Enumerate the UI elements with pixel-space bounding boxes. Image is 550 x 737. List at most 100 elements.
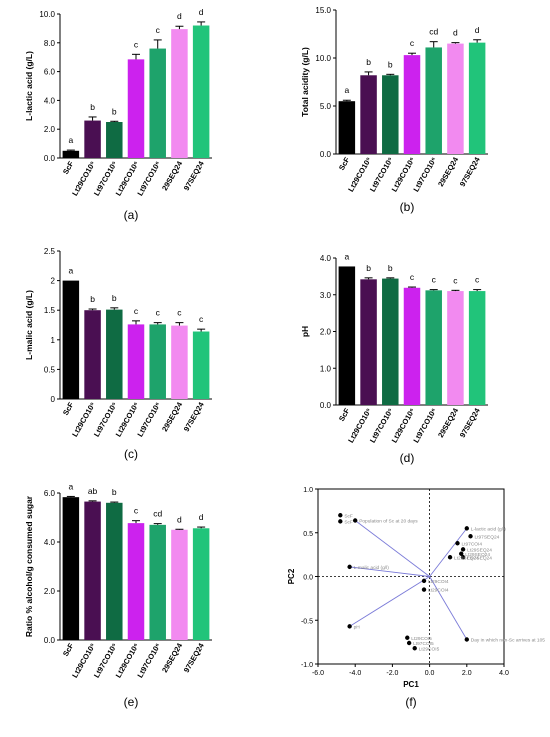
significance-letter: c [453,275,458,285]
y-tick-label: 2.0 [44,125,56,134]
loading-vector [429,576,468,640]
category-label: ScF [61,400,76,417]
bar [149,524,166,640]
bar-panel-1: 0.0 2.0 4.0 6.0 8.0 10.0 L-lactic acid (g/L) a S… [24,7,212,222]
score-label: ScF [344,519,353,525]
significance-letter: c [156,308,161,318]
x-tick-label: 4.0 [499,670,509,677]
bar [106,309,123,399]
loading-label: L-lactic acid (g/l) [471,526,506,532]
bar [127,324,145,399]
loading-label: pH [354,624,361,630]
y-tick-label: 4.0 [44,538,56,547]
y-tick-label: 3.0 [320,291,332,300]
bar [447,43,464,154]
score-point [338,519,343,524]
y-tick-label: 2.0 [44,587,56,596]
y-tick-label: 2 [51,277,56,286]
score-label: Lt29COI5 [419,646,440,652]
bar [468,291,486,405]
score-point [338,513,343,518]
significance-letter: a [68,266,73,276]
y-tick-label: 15.0 [315,6,331,15]
category-label: 29SEQ24 [160,400,184,433]
score-point [459,551,464,556]
y-tick-label: 0 [51,395,56,404]
y-axis-label: Ratio % alcohol/g consumed sugar [24,495,34,637]
significance-letter: c [156,25,161,35]
score-point [421,587,427,592]
significance-letter: d [453,28,458,38]
y-tick-label: 5.0 [320,102,332,111]
score-point [405,635,410,640]
loading-point [464,526,469,531]
bar [84,501,101,640]
significance-letter: c [432,275,437,285]
significance-letter: c [410,272,415,282]
y-tick-label: 0.0 [320,150,332,159]
bar-panel-4: 0.01.02.03.04.0pHaScFbLt29CO10⁵bLt97CO10… [300,251,488,465]
bar [425,290,442,405]
y-axis-label: pH [300,326,310,337]
bar [338,101,356,154]
score-point [412,646,417,651]
y-axis-label: PC2 [287,568,296,584]
significance-letter: b [388,59,393,69]
x-axis-label: PC1 [403,680,419,689]
x-tick-label: 2.0 [462,670,472,677]
significance-letter: cd [429,27,438,37]
significance-letter: a [344,251,349,261]
bar [62,497,80,640]
significance-letter: a [68,481,73,491]
y-tick-label: -0.5 [301,618,313,625]
score-label: Lt97SEQ24 [467,555,492,561]
score-label: Lt97COI5 [413,641,434,647]
y-axis-label: L-malic acid (g/L) [24,290,34,360]
bar [468,42,486,154]
y-tick-label: 0.0 [303,575,313,582]
significance-letter: b [366,263,371,273]
significance-letter: cd [153,509,162,519]
significance-letter: b [388,263,393,273]
bar [338,266,356,405]
score-label: ScF [344,513,353,519]
significance-letter: c [475,275,480,285]
bar [149,324,166,399]
category-label: 97SEQ24 [458,155,482,188]
score-label: Lt29COI4 [428,588,449,594]
y-tick-label: 0.0 [44,636,56,645]
score-point [468,534,473,539]
bar [149,48,166,159]
bar [171,325,188,399]
bar-panel-5: 0.0 2.0 4.0 6.0 Ratio % alcohol/g consumed s… [24,481,212,709]
y-tick-label: 1.0 [303,487,313,494]
loading-point [347,624,352,629]
score-label: Lt29SEQ24 [454,555,479,561]
significance-letter: d [475,25,480,35]
y-tick-label: 0.0 [320,401,332,410]
bar [192,528,210,640]
panel-caption: (f) [405,695,416,709]
y-tick-label: 2.0 [320,328,332,337]
significance-letter: a [68,135,73,145]
y-tick-label: 0.5 [44,365,56,374]
significance-letter: c [177,308,182,318]
significance-letter: ab [88,486,98,496]
panel-caption: (b) [400,200,415,214]
significance-letter: d [177,514,182,524]
significance-letter: a [344,85,349,95]
score-label: Lt29COI4 [428,579,449,585]
score-point [460,555,466,560]
category-label: ScF [61,641,76,658]
bar [127,59,145,158]
significance-letter: b [112,487,117,497]
significance-letter: b [112,106,117,116]
category-label: 97SEQ24 [182,159,206,192]
loading-point [353,518,358,523]
score-point [460,547,466,552]
bar [171,29,188,159]
bar [84,120,101,158]
significance-letter: b [90,294,95,304]
y-tick-label: 1 [51,336,56,345]
